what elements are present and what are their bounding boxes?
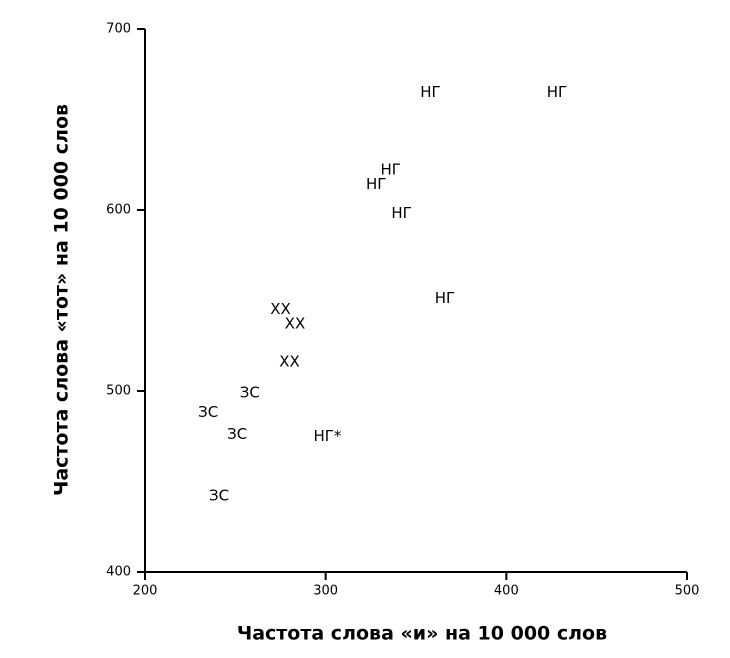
point-label: ЗС bbox=[227, 425, 247, 443]
point-label: ХХ bbox=[270, 300, 291, 318]
x-tick-label: 200 bbox=[133, 584, 158, 599]
y-tick-label: 400 bbox=[106, 565, 131, 580]
point-label: НГ bbox=[391, 204, 411, 222]
x-tick-label: 400 bbox=[494, 584, 519, 599]
x-tick-label: 500 bbox=[675, 584, 700, 599]
point-label: НГ bbox=[435, 289, 455, 307]
point-label: ЗС bbox=[198, 403, 218, 421]
point-label: ХХ bbox=[279, 353, 300, 371]
point-label: НГ bbox=[420, 83, 440, 101]
x-axis-title: Частота слова «и» на 10 000 слов bbox=[237, 623, 607, 645]
x-tick-label: 300 bbox=[313, 584, 338, 599]
y-tick-label: 600 bbox=[106, 203, 131, 218]
y-tick-label: 700 bbox=[106, 22, 131, 37]
point-label: ХХ bbox=[285, 315, 306, 333]
point-label: НГ bbox=[380, 161, 400, 179]
point-label: НГ bbox=[366, 175, 386, 193]
y-axis-title: Частота слова «тот» на 10 000 слов bbox=[51, 104, 73, 496]
point-label: ЗС bbox=[240, 383, 260, 401]
point-label: НГ* bbox=[314, 427, 342, 445]
y-tick-label: 500 bbox=[106, 384, 131, 399]
point-label: ЗС bbox=[209, 486, 229, 504]
point-label: НГ bbox=[547, 83, 567, 101]
